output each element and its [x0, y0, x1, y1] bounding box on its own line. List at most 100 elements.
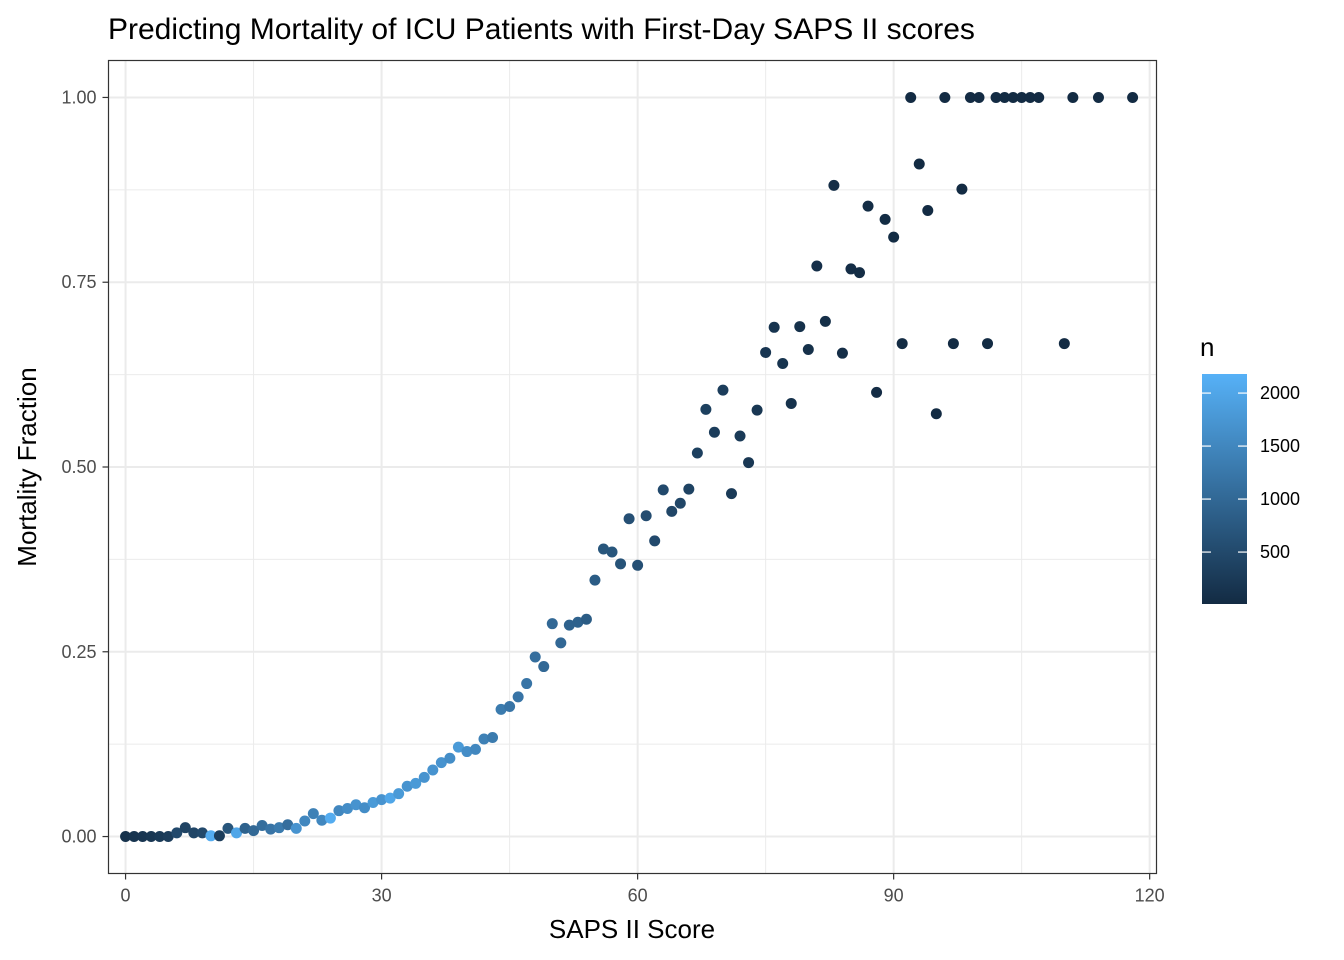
data-point	[282, 819, 294, 831]
data-point	[469, 743, 481, 755]
data-point	[137, 831, 149, 843]
data-point	[828, 179, 840, 191]
data-point	[239, 822, 251, 834]
data-point	[162, 831, 174, 843]
data-point	[376, 794, 388, 806]
data-point	[615, 558, 627, 570]
data-point	[683, 483, 695, 495]
data-point	[888, 231, 900, 243]
data-point	[265, 823, 277, 835]
legend-title: n	[1200, 332, 1214, 362]
data-point	[324, 812, 336, 824]
data-point	[461, 746, 473, 758]
data-point	[572, 616, 584, 628]
data-point	[580, 613, 592, 625]
data-point	[905, 91, 917, 103]
data-point	[606, 546, 618, 558]
y-axis: 0.00 0.25 0.50 0.75 1.00	[61, 87, 109, 847]
data-point	[836, 347, 848, 359]
legend-tick-label: 500	[1260, 542, 1290, 562]
data-point	[777, 358, 789, 370]
data-point	[213, 830, 225, 842]
color-legend: n 500 1000 1500 2000	[1200, 332, 1300, 604]
y-tick-label: 1.00	[61, 87, 96, 107]
data-point	[427, 764, 439, 776]
data-point	[632, 559, 644, 571]
data-point	[367, 797, 379, 809]
legend-tick-label: 2000	[1260, 383, 1300, 403]
data-point	[316, 814, 328, 826]
data-point	[717, 384, 729, 396]
y-tick-label: 0.25	[61, 642, 96, 662]
legend-tick-label: 1000	[1260, 489, 1300, 509]
data-point	[341, 802, 353, 814]
data-point	[487, 732, 499, 744]
x-tick-label: 30	[372, 886, 392, 906]
data-point	[956, 183, 968, 195]
data-point	[691, 447, 703, 459]
data-point	[930, 408, 942, 420]
data-point	[1127, 91, 1139, 103]
legend-tick-label: 1500	[1260, 436, 1300, 456]
data-point	[196, 827, 208, 839]
grid-major-lines	[108, 60, 1157, 874]
data-point	[811, 260, 823, 272]
data-point	[751, 404, 763, 416]
data-point	[845, 263, 857, 275]
data-point	[393, 788, 405, 800]
data-point	[708, 426, 720, 438]
data-point	[794, 321, 806, 333]
data-point	[922, 205, 934, 217]
data-point	[1067, 91, 1079, 103]
data-point	[521, 678, 533, 690]
chart-title: Predicting Mortality of ICU Patients wit…	[108, 13, 975, 46]
data-point	[290, 822, 302, 834]
data-point	[743, 457, 755, 469]
data-point	[256, 819, 268, 831]
data-point	[359, 802, 371, 814]
data-point	[546, 618, 558, 630]
data-point	[299, 815, 311, 827]
data-point	[444, 752, 456, 764]
data-point	[504, 700, 516, 712]
data-point	[538, 661, 550, 673]
data-point	[999, 91, 1011, 103]
data-point	[896, 338, 908, 350]
x-tick-label: 0	[121, 886, 131, 906]
data-point	[640, 510, 652, 522]
y-tick-label: 0.75	[61, 272, 96, 292]
data-point	[333, 805, 345, 817]
data-point	[410, 777, 422, 789]
data-point	[623, 513, 635, 525]
data-point	[649, 535, 661, 547]
data-point	[964, 91, 976, 103]
data-point	[785, 397, 797, 409]
data-point	[1058, 338, 1070, 350]
x-tick-label: 90	[884, 886, 904, 906]
data-point	[768, 321, 780, 333]
data-point	[307, 808, 319, 820]
data-point	[495, 703, 507, 715]
data-point	[231, 827, 243, 839]
data-point	[760, 346, 772, 358]
data-point	[248, 825, 260, 837]
data-point	[1024, 91, 1036, 103]
data-point	[666, 505, 678, 517]
data-point	[563, 619, 575, 631]
data-point	[222, 822, 234, 834]
data-point	[871, 386, 883, 398]
data-point	[597, 543, 609, 555]
data-point	[529, 651, 541, 663]
data-point	[913, 158, 925, 170]
data-points	[120, 91, 1139, 843]
data-point	[452, 741, 464, 753]
data-point	[734, 430, 746, 442]
data-point	[555, 637, 567, 649]
data-point	[700, 403, 712, 415]
data-point	[657, 484, 669, 496]
data-point	[205, 830, 217, 842]
data-point	[478, 733, 490, 745]
data-point	[1092, 91, 1104, 103]
colorbar	[1202, 374, 1247, 604]
